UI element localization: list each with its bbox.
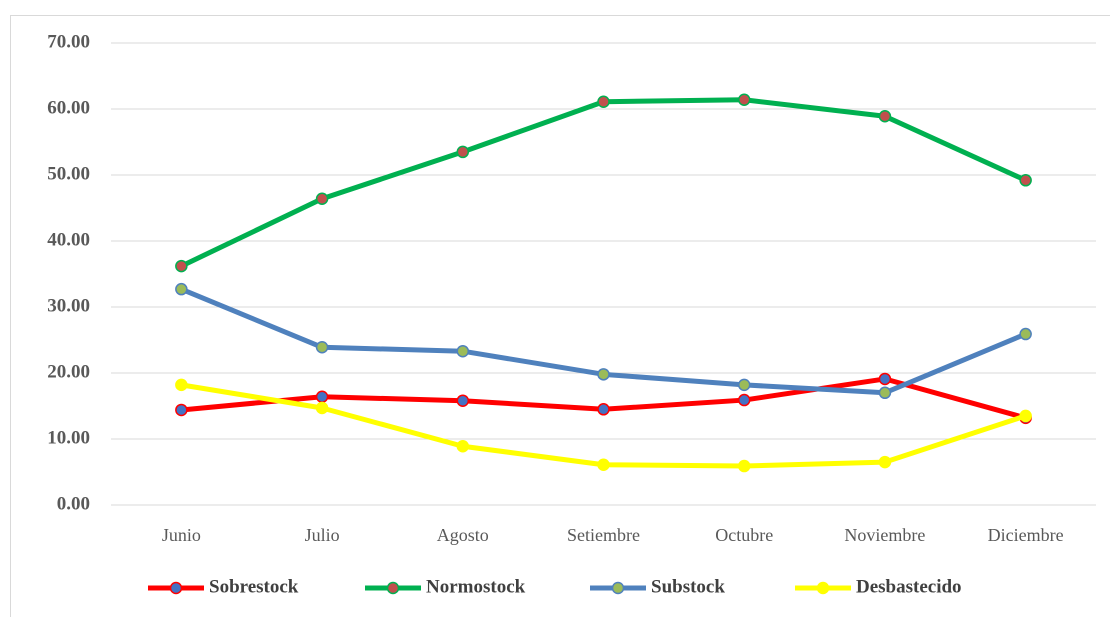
point bbox=[597, 368, 610, 381]
legend-marker bbox=[386, 581, 400, 595]
legend-marker bbox=[816, 581, 830, 595]
point bbox=[315, 341, 329, 354]
x-tick-label: Octubre bbox=[715, 525, 773, 545]
point bbox=[737, 378, 751, 392]
point bbox=[878, 372, 892, 386]
y-tick-label: 60.00 bbox=[47, 97, 90, 118]
point bbox=[175, 282, 188, 296]
point bbox=[175, 259, 188, 273]
point bbox=[175, 378, 188, 392]
y-tick-label: 20.00 bbox=[47, 361, 90, 382]
point bbox=[175, 403, 188, 417]
point bbox=[737, 393, 751, 407]
point bbox=[878, 455, 892, 469]
legend-label: Substock bbox=[651, 576, 725, 597]
y-tick-label: 70.00 bbox=[47, 31, 90, 52]
y-tick-label: 10.00 bbox=[47, 427, 90, 448]
y-tick-label: 30.00 bbox=[47, 295, 90, 316]
point bbox=[315, 401, 329, 415]
point bbox=[737, 459, 751, 473]
point bbox=[315, 192, 329, 206]
point bbox=[597, 458, 610, 471]
chart-border bbox=[10, 15, 1110, 617]
legend-label: Sobrestock bbox=[209, 576, 299, 597]
point bbox=[1019, 409, 1032, 423]
legend-label: Normostock bbox=[426, 576, 526, 597]
y-tick-label: 40.00 bbox=[47, 229, 90, 250]
x-tick-label: Julio bbox=[305, 525, 340, 545]
x-tick-label: Agosto bbox=[437, 525, 489, 545]
legend-label: Desbastecido bbox=[856, 576, 962, 597]
point bbox=[1019, 327, 1032, 341]
point bbox=[315, 390, 329, 404]
point bbox=[456, 440, 470, 453]
point bbox=[878, 386, 892, 400]
point bbox=[456, 344, 470, 358]
legend-marker bbox=[169, 581, 183, 595]
point bbox=[737, 93, 751, 107]
x-tick-label: Noviembre bbox=[844, 525, 925, 545]
y-tick-label: 50.00 bbox=[47, 163, 90, 184]
point bbox=[1019, 174, 1032, 187]
x-tick-label: Setiembre bbox=[567, 525, 640, 545]
legend-marker bbox=[611, 581, 625, 595]
point bbox=[456, 145, 470, 159]
point bbox=[597, 403, 610, 416]
point bbox=[456, 394, 470, 407]
x-tick-label: Junio bbox=[162, 525, 201, 545]
x-tick-label: Diciembre bbox=[988, 525, 1064, 545]
point bbox=[597, 95, 610, 108]
y-tick-label: 0.00 bbox=[57, 493, 90, 514]
point bbox=[878, 110, 892, 123]
